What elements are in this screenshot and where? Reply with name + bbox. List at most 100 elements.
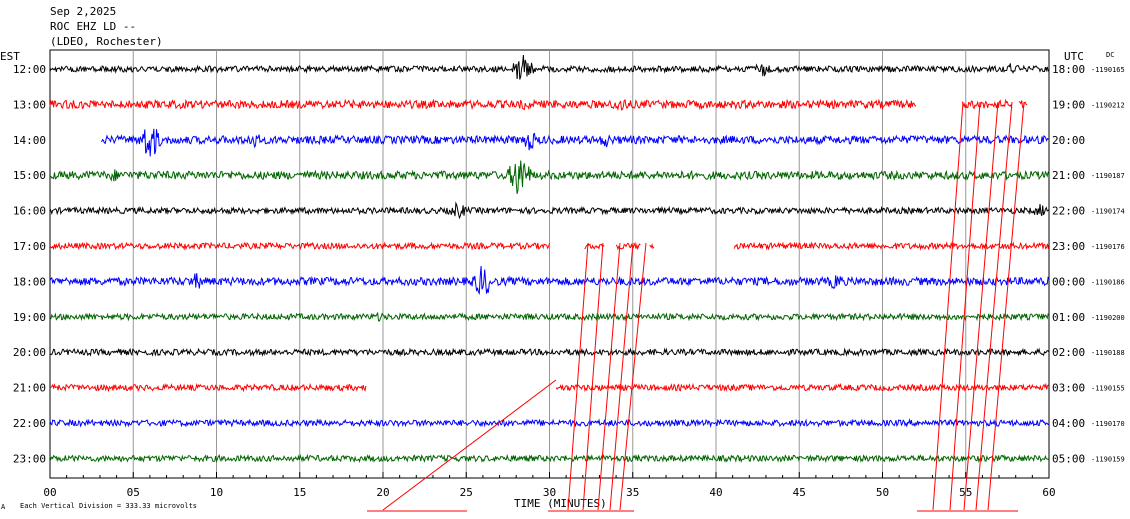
glitch-line <box>949 101 981 511</box>
dc-label: DC <box>1106 51 1114 59</box>
trace-row <box>101 128 1049 157</box>
dc-offset-label: -1190186 <box>1091 278 1125 286</box>
trace-row <box>49 201 1050 220</box>
utc-time-label: 03:00 <box>1052 382 1085 395</box>
dc-offset-label: -1190212 <box>1091 101 1125 109</box>
trace-row <box>49 265 1050 295</box>
est-time-label: 20:00 <box>13 346 46 359</box>
header-network: (LDEO, Rochester) <box>50 35 163 48</box>
x-tick-label: 00 <box>43 486 56 499</box>
left-zone-label: EST <box>0 50 20 63</box>
trace-segment <box>649 243 655 250</box>
est-time-label: 23:00 <box>13 452 46 465</box>
dc-offset-label: -1190165 <box>1091 66 1125 74</box>
corner-mark: A <box>1 503 6 511</box>
trace-segment <box>49 347 1050 358</box>
trace-segment <box>49 453 1050 464</box>
glitch-line <box>963 101 999 511</box>
trace-segment <box>49 160 1050 194</box>
trace-segment <box>49 98 917 111</box>
x-tick-label: 35 <box>626 486 639 499</box>
right-zone-label: UTC <box>1064 50 1084 63</box>
glitch-line <box>932 101 964 511</box>
dc-offset-label: -1190187 <box>1091 172 1125 180</box>
utc-time-label: 19:00 <box>1052 98 1085 111</box>
glitch-line <box>567 242 589 511</box>
trace-segment <box>733 241 1049 251</box>
x-tick-label: 60 <box>1042 486 1055 499</box>
x-tick-label: 25 <box>460 486 473 499</box>
x-tick-label: 45 <box>793 486 806 499</box>
utc-time-label: 18:00 <box>1052 63 1085 76</box>
utc-time-label: 20:00 <box>1052 134 1085 147</box>
trace-segment <box>961 98 1013 110</box>
est-time-label: 22:00 <box>13 417 46 430</box>
trace-row <box>49 241 1049 251</box>
utc-time-label: 00:00 <box>1052 275 1085 288</box>
est-time-label: 13:00 <box>13 98 46 111</box>
dc-offset-label: -1190155 <box>1091 385 1125 393</box>
utc-time-label: 23:00 <box>1052 240 1085 253</box>
est-time-label: 16:00 <box>13 205 46 218</box>
trace-row <box>49 382 1049 393</box>
scale-note: Each Vertical Division = 333.33 microvol… <box>20 502 197 510</box>
trace-row <box>49 418 1050 428</box>
glitch-line <box>382 379 557 511</box>
spurious-lines <box>367 101 1025 512</box>
est-time-label: 21:00 <box>13 382 46 395</box>
utc-time-label: 01:00 <box>1052 311 1085 324</box>
header-station: ROC EHZ LD -- <box>50 20 136 33</box>
trace-segment <box>555 382 1049 393</box>
trace-segment <box>1018 100 1028 108</box>
x-tick-label: 50 <box>876 486 889 499</box>
glitch-line <box>619 242 647 511</box>
utc-time-label: 05:00 <box>1052 452 1085 465</box>
x-tick-label: 15 <box>293 486 306 499</box>
trace-segment <box>49 382 367 393</box>
est-time-label: 12:00 <box>13 63 46 76</box>
dc-offset-label: -1190170 <box>1091 420 1125 428</box>
utc-time-label: 04:00 <box>1052 417 1085 430</box>
trace-row <box>49 312 1050 322</box>
trace-segment <box>49 201 1050 220</box>
header-date: Sep 2,2025 <box>50 5 116 18</box>
utc-time-label: 22:00 <box>1052 205 1085 218</box>
est-time-label: 14:00 <box>13 134 46 147</box>
est-time-label: 17:00 <box>13 240 46 253</box>
x-tick-label: 30 <box>543 486 556 499</box>
trace-row <box>49 98 1028 111</box>
glitch-line <box>975 101 1013 511</box>
x-axis-label: TIME (MINUTES) <box>514 497 607 510</box>
est-time-label: 18:00 <box>13 275 46 288</box>
trace-segment <box>101 128 1049 157</box>
x-tick-labels: 00051015202530354045505560 <box>43 486 1055 499</box>
dc-offset-label: -1190176 <box>1091 243 1125 251</box>
x-tick-label: 10 <box>210 486 223 499</box>
glitch-line <box>597 242 621 511</box>
trace-row <box>49 347 1050 358</box>
utc-time-label: 21:00 <box>1052 169 1085 182</box>
trace-segment <box>615 241 641 251</box>
glitch-line <box>609 242 634 511</box>
trace-segment <box>49 241 550 251</box>
trace-row <box>49 453 1050 464</box>
trace-segment <box>49 418 1050 428</box>
trace-segment <box>49 54 1050 80</box>
glitch-line <box>987 101 1025 511</box>
est-labels: 12:00 13:00 14:00 15:00 16:00 17:00 18:00 19:00… <box>13 63 46 465</box>
utc-time-label: 02:00 <box>1052 346 1085 359</box>
utc-labels: 18:00 -1190165 19:00 -1190212 20:00 21:00 -119… <box>1052 63 1125 465</box>
trace-segment <box>49 312 1050 322</box>
x-tick-label: 05 <box>127 486 140 499</box>
trace-row <box>49 54 1050 80</box>
est-time-label: 15:00 <box>13 169 46 182</box>
trace-segment <box>49 265 1050 295</box>
x-tick-label: 40 <box>709 486 722 499</box>
glitch-line <box>582 242 604 511</box>
x-tick-label: 20 <box>376 486 389 499</box>
dc-offset-label: -1190159 <box>1091 455 1125 463</box>
dc-offset-label: -1190188 <box>1091 349 1125 357</box>
trace-row <box>49 160 1050 194</box>
est-time-label: 19:00 <box>13 311 46 324</box>
